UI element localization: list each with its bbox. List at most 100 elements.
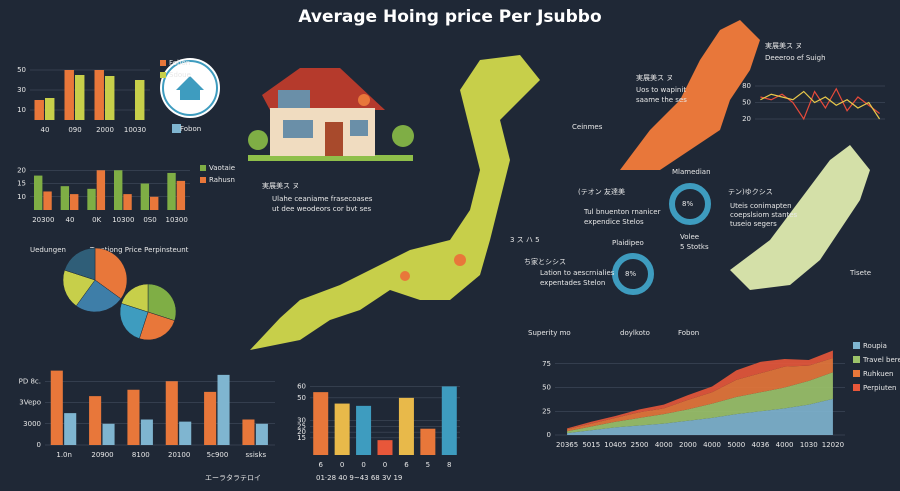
- bar: [255, 423, 268, 445]
- x-tick-label: 20300: [32, 216, 54, 224]
- x-tick-label: 5c900: [207, 451, 229, 459]
- x-tick-label: 5: [426, 461, 430, 469]
- bar: [87, 188, 96, 210]
- x-tick-label: 5015: [582, 441, 600, 449]
- label: Mlamedian: [672, 168, 711, 176]
- y-tick-label: 50: [542, 384, 551, 392]
- x-tick-label: 4000: [703, 441, 721, 449]
- bar: [102, 423, 115, 445]
- bar: [50, 370, 63, 445]
- y-tick-label: 0: [547, 431, 551, 439]
- page-title: Average Hoing price Per Jsubbo: [298, 7, 601, 27]
- bar: [34, 175, 43, 210]
- x-tick-label: 20365: [556, 441, 578, 449]
- legend-label: Travel bere: [862, 356, 900, 364]
- label: 01·28 40 9~43 68 3V 19: [316, 474, 402, 482]
- legend-label: Fobon: [169, 59, 190, 67]
- x-tick-label: 090: [68, 126, 81, 134]
- y-tick-label: 50: [297, 394, 306, 402]
- bar: [150, 196, 159, 210]
- bar: [313, 392, 329, 455]
- label: 8%: [625, 270, 636, 278]
- x-tick-label: 10300: [166, 216, 188, 224]
- bar: [94, 70, 104, 120]
- y-tick-label: 50: [17, 66, 26, 74]
- legend-swatch: [200, 165, 206, 171]
- legend-swatch: [853, 356, 860, 363]
- label: 3 ス ハ 5: [510, 236, 540, 244]
- label: expendice Stelos: [584, 218, 644, 226]
- label: ut dee weodeors cor bvt ses: [272, 205, 372, 213]
- x-tick-label: 2000: [679, 441, 697, 449]
- y-tick-label: 80: [742, 82, 751, 90]
- bar: [377, 440, 393, 455]
- bar: [179, 421, 192, 445]
- x-tick-label: 4000: [776, 441, 794, 449]
- y-tick-label: 10: [17, 106, 26, 114]
- y-tick-label: PD 8c.: [19, 377, 41, 385]
- x-tick-label: 1030: [800, 441, 818, 449]
- x-tick-label: 4000: [655, 441, 673, 449]
- bar: [420, 428, 436, 455]
- y-tick-label: 15: [17, 180, 26, 188]
- label: Fobon: [180, 125, 201, 133]
- bar: [64, 70, 74, 120]
- x-tick-label: 40: [66, 216, 75, 224]
- x-tick-label: 4036: [752, 441, 770, 449]
- label: Uos to wapinit: [636, 86, 686, 94]
- label: エーラタラテロイ: [205, 473, 261, 482]
- bar: [70, 194, 79, 210]
- pie-slice: [139, 311, 175, 341]
- x-tick-label: 10405: [604, 441, 626, 449]
- label: Uteis conimapten: [730, 202, 792, 210]
- x-tick-label: 20900: [91, 451, 113, 459]
- bar: [64, 413, 77, 445]
- label: Volee: [680, 233, 699, 241]
- legend-label: Vaotaie: [209, 164, 235, 172]
- x-tick-label: 0: [383, 461, 387, 469]
- bar: [167, 172, 176, 210]
- x-tick-label: 8: [447, 461, 451, 469]
- x-tick-label: 6: [318, 461, 323, 469]
- bar: [105, 76, 115, 120]
- legend-label: Ruhkuen: [863, 370, 893, 378]
- label: tuseio segers: [730, 220, 777, 228]
- y-tick-label: 20: [17, 166, 26, 174]
- y-tick-label: 15: [297, 434, 306, 442]
- legend-label: Rahusn: [209, 176, 235, 184]
- legend-swatch: [853, 384, 860, 391]
- label: 実展美ス ヌ: [765, 41, 802, 50]
- label: Tisete: [849, 269, 871, 277]
- label: テン)ゆクシス: [728, 188, 773, 196]
- bar: [242, 419, 255, 445]
- area: [567, 358, 833, 432]
- bar: [217, 374, 230, 445]
- donuts: [612, 183, 711, 295]
- legend-swatch: [853, 370, 860, 377]
- pie-slice: [121, 283, 149, 313]
- label: expentades Stelon: [540, 279, 605, 287]
- bar: [140, 183, 150, 210]
- x-tick-label: 0: [361, 461, 365, 469]
- label: 5 Stotks: [680, 243, 709, 251]
- pie-slice: [75, 279, 122, 313]
- x-tick-label: 12020: [822, 441, 844, 449]
- y-tick-label: 75: [542, 360, 551, 368]
- label: doylkoto: [620, 329, 650, 337]
- x-tick-label: 0S0: [143, 216, 156, 224]
- label: 実展美ス ヌ: [262, 181, 299, 190]
- pie-slice: [64, 247, 96, 281]
- y-tick-label: 3000: [23, 420, 41, 428]
- pie-slice: [119, 303, 149, 339]
- pie-slice: [62, 269, 96, 307]
- bar: [45, 98, 55, 120]
- y-tick-label: 3Vepo: [19, 399, 41, 407]
- bar: [114, 170, 123, 210]
- y-tick-label: 60: [297, 382, 306, 390]
- y-tick-label: 30: [17, 86, 26, 94]
- x-tick-label: 0: [340, 461, 344, 469]
- label: (テオン 友達美: [578, 187, 625, 196]
- bar: [204, 391, 217, 445]
- line: [760, 90, 881, 120]
